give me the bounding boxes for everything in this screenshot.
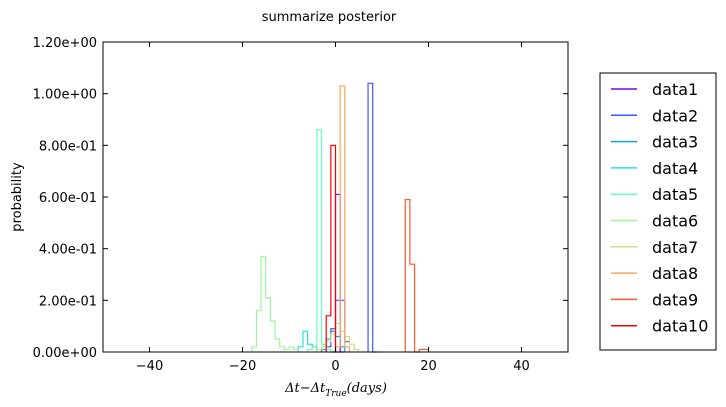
histogram-data9 [404,198,430,353]
y-tick-label: 8.00e-01 [39,139,97,154]
y-tick-label: 1.00e+00 [33,88,97,103]
histogram-data10 [325,144,341,353]
plot-area [251,82,430,353]
y-tick-label: 1.20e+00 [33,36,97,51]
x-axis-label-sub: True [325,389,346,399]
legend-label-data10: data10 [652,317,708,336]
axes-frame [102,41,569,353]
x-axis-label: Δt−ΔtTrue(days) [284,381,387,399]
x-tick-label: −20 [229,359,256,374]
x-axis: −40 −20 0 20 40 [136,42,530,374]
legend-label-data1: data1 [652,80,698,99]
y-tick-label: 2.00e-01 [39,294,97,309]
legend: data1 data2 data3 data4 data5 data6 data7 data8… [599,72,717,351]
y-tick-label: 6.00e-01 [39,191,97,206]
legend-label-data7: data7 [652,238,698,257]
histogram-data5 [307,129,332,352]
legend-label-data5: data5 [652,185,698,204]
x-axis-label-main: Δt−Δt [284,381,326,396]
y-tick-label: 0.00e+00 [33,346,97,361]
histogram-data3 [320,330,346,352]
histogram-data8 [334,85,351,352]
y-axis-label: probability [10,162,25,232]
x-tick-label: 40 [513,359,530,374]
legend-label-data6: data6 [652,212,698,231]
x-tick-label: −40 [136,359,163,374]
legend-label-data2: data2 [652,106,698,125]
histogram-data7 [316,322,360,352]
histogram-data6 [251,255,299,352]
legend-label-data9: data9 [652,290,698,309]
y-tick-label: 4.00e-01 [39,243,97,258]
legend-label-data8: data8 [652,264,698,283]
x-tick-label: 20 [420,359,437,374]
legend-label-data4: data4 [652,159,698,178]
histogram-data2 [325,82,378,353]
chart-title: summarize posterior [262,10,397,25]
legend-label-data3: data3 [652,133,698,152]
x-axis-label-tail: (days) [347,381,387,396]
y-axis: 0.00e+00 2.00e-01 4.00e-01 6.00e-01 8.00e-01… [33,36,568,361]
x-tick-label: 0 [331,359,339,374]
legend-box [599,72,717,351]
